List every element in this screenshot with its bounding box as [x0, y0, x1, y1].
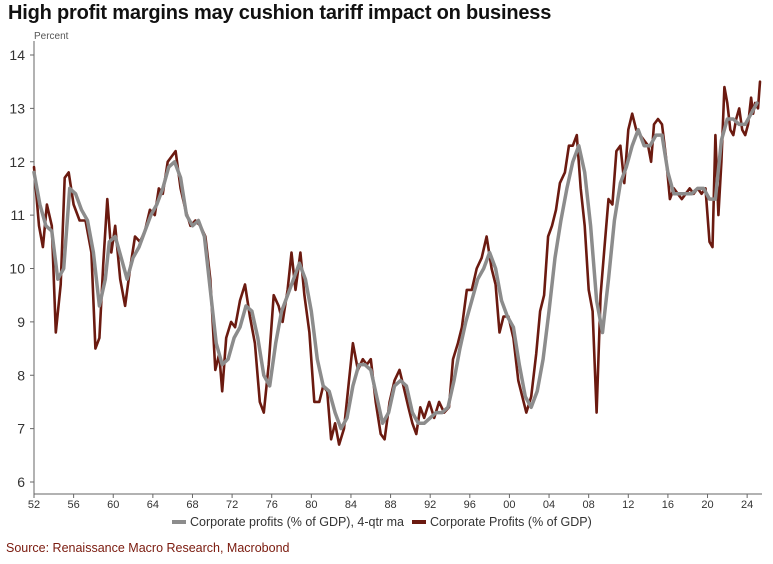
y-tick-label: 7	[17, 421, 25, 437]
y-tick-label: 6	[17, 474, 25, 490]
y-tick-label: 10	[9, 261, 25, 277]
x-tick-label: 12	[622, 499, 634, 511]
x-tick-label: 24	[741, 499, 753, 511]
x-tick-label: 56	[67, 499, 79, 511]
x-tick-label: 16	[662, 499, 674, 511]
x-tick-label: 68	[186, 499, 198, 511]
legend-item-moving-average: Corporate profits (% of GDP), 4-qtr ma	[172, 515, 404, 529]
series-layer	[32, 80, 762, 446]
legend-item-corporate-profits: Corporate Profits (% of GDP)	[411, 515, 592, 529]
source-note: Source: Renaissance Macro Research, Macr…	[6, 541, 290, 555]
x-tick-label: 88	[384, 499, 396, 511]
x-tick-label: 64	[147, 499, 159, 511]
x-tick-label: 60	[107, 499, 119, 511]
legend-label-corporate-profits: Corporate Profits (% of GDP)	[429, 515, 592, 529]
y-tick-label: 8	[17, 367, 25, 383]
series-line-moving-average	[32, 101, 759, 431]
y-tick-label: 9	[17, 314, 25, 330]
chart-title: High profit margins may cushion tariff i…	[8, 2, 552, 24]
x-tick-label: 72	[226, 499, 238, 511]
y-tick-label: 14	[9, 47, 25, 63]
x-tick-label: 20	[701, 499, 713, 511]
x-tick-label: 04	[543, 499, 555, 511]
legend-swatch-moving-average	[172, 520, 186, 524]
x-tick-label: 96	[464, 499, 476, 511]
chart-legend: Corporate profits (% of GDP), 4-qtr ma C…	[172, 515, 600, 529]
x-tick-label: 76	[266, 499, 278, 511]
legend-swatch-corporate-profits	[411, 520, 426, 524]
x-tick-label: 08	[583, 499, 595, 511]
x-tick-label: 84	[345, 499, 357, 511]
x-tick-label: 92	[424, 499, 436, 511]
x-tick-label: 00	[503, 499, 515, 511]
x-tick-label: 80	[305, 499, 317, 511]
chart-axes: 6 7 8 9 10 11 12 13 14 52 56 60 64 68 72 76 80 84 88 92 96 00…	[9, 41, 762, 511]
series-line-corporate-profits	[32, 80, 762, 446]
legend-label-moving-average: Corporate profits (% of GDP), 4-qtr ma	[190, 515, 404, 529]
x-tick-label: 52	[28, 499, 40, 511]
y-axis-unit-label: Percent	[34, 31, 69, 42]
y-tick-label: 13	[9, 100, 25, 116]
y-tick-label: 11	[10, 207, 25, 223]
y-tick-label: 12	[9, 154, 25, 170]
